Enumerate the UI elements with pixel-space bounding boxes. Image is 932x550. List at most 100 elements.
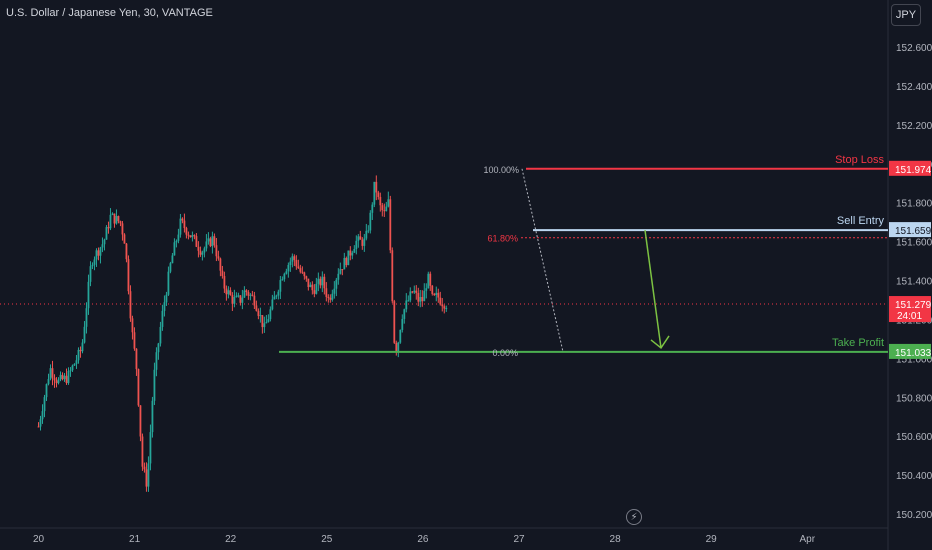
target-arrow-head (650, 335, 670, 350)
candle-body (171, 255, 174, 264)
candle-body (309, 284, 312, 288)
x-tick-label: 29 (706, 534, 718, 545)
candle-body (243, 290, 246, 298)
candle-body (153, 369, 156, 401)
candle-body (81, 342, 84, 352)
candle-body (135, 348, 138, 370)
candle-body (445, 308, 448, 310)
candle-body (369, 212, 372, 231)
candle-body (393, 301, 396, 343)
candle-body (111, 213, 114, 215)
candle-body (383, 210, 386, 212)
take-profit-price-text: 151.033 (895, 348, 932, 359)
candle-body (139, 405, 142, 437)
candle-body (325, 288, 328, 297)
candle-body (371, 204, 374, 213)
candle-body (201, 252, 204, 255)
candle-body (209, 238, 212, 247)
candle-body (247, 291, 250, 296)
candle-body (131, 318, 134, 333)
candle-body (401, 318, 404, 330)
x-tick-label: 22 (225, 534, 237, 545)
candle-body (77, 349, 80, 361)
candle-body (249, 294, 252, 296)
take-profit-price-tag (889, 343, 931, 359)
candle-body (345, 257, 348, 266)
x-tick-label: Apr (800, 534, 816, 545)
candle-body (145, 469, 148, 487)
candle-body (71, 365, 74, 371)
candle-body (391, 250, 394, 302)
fib-level-label: 100.00% (483, 165, 519, 175)
candle-body (63, 375, 66, 380)
candle-body (205, 241, 208, 249)
candle-body (151, 400, 154, 433)
candle-body (217, 256, 220, 259)
lightning-icon[interactable]: ⚡ (626, 509, 642, 525)
candle-body (57, 379, 60, 384)
candle-body (261, 315, 264, 328)
currency-button[interactable]: JPY (891, 4, 921, 26)
chart-title: U.S. Dollar / Japanese Yen, 30, VANTAGE (6, 7, 213, 19)
fib-level-label: 61.80% (487, 234, 518, 244)
candle-body (293, 256, 296, 260)
candle-body (75, 360, 78, 364)
candle-body (327, 296, 330, 298)
current-price-tag (889, 296, 931, 323)
candle-body (237, 295, 240, 297)
candle-body (69, 370, 72, 372)
candle-body (351, 252, 354, 256)
candle-body (177, 234, 180, 241)
candle-body (313, 290, 316, 294)
candle-body (127, 259, 130, 292)
candle-body (431, 285, 434, 294)
candle-body (419, 297, 422, 302)
candle-body (311, 284, 314, 291)
sell-entry-label: Sell Entry (837, 215, 885, 227)
candle-body (211, 236, 214, 247)
candle-body (95, 250, 98, 260)
stop-loss-label: Stop Loss (835, 154, 884, 166)
candle-body (175, 240, 178, 243)
candle-body (61, 374, 64, 380)
candle-body (341, 269, 344, 271)
candle-body (257, 310, 260, 316)
candle-body (161, 310, 164, 327)
candle-body (125, 243, 128, 260)
candle-body (107, 227, 110, 229)
candle-body (271, 299, 274, 310)
candle-body (89, 266, 92, 282)
candle-body (347, 250, 350, 266)
candle-body (375, 181, 378, 193)
candle-body (73, 363, 76, 366)
candle-body (51, 368, 54, 378)
candle-body (405, 300, 408, 310)
candle-body (117, 215, 120, 222)
candle-body (219, 258, 222, 271)
candle-body (295, 259, 298, 267)
candle-body (363, 238, 366, 246)
candle-body (281, 279, 284, 281)
candle-body (167, 271, 170, 295)
candle-body (427, 273, 430, 289)
candle-body (361, 239, 364, 246)
candle-body (143, 466, 146, 470)
y-tick-label: 150.200 (896, 510, 932, 521)
candle-body (223, 276, 226, 289)
candle-body (59, 374, 62, 380)
candle-body (329, 297, 332, 300)
candle-body (149, 432, 152, 464)
candle-body (101, 244, 104, 248)
candle-body (303, 272, 306, 277)
candle-body (255, 305, 258, 311)
current-price-text: 151.279 (895, 300, 932, 311)
candle-body (239, 295, 242, 303)
candle-body (441, 304, 444, 307)
candle-body (367, 230, 370, 232)
candle-body (377, 192, 380, 197)
candle-body (41, 411, 44, 420)
candle-body (155, 352, 158, 370)
candle-body (67, 370, 70, 384)
candle-body (119, 221, 122, 224)
